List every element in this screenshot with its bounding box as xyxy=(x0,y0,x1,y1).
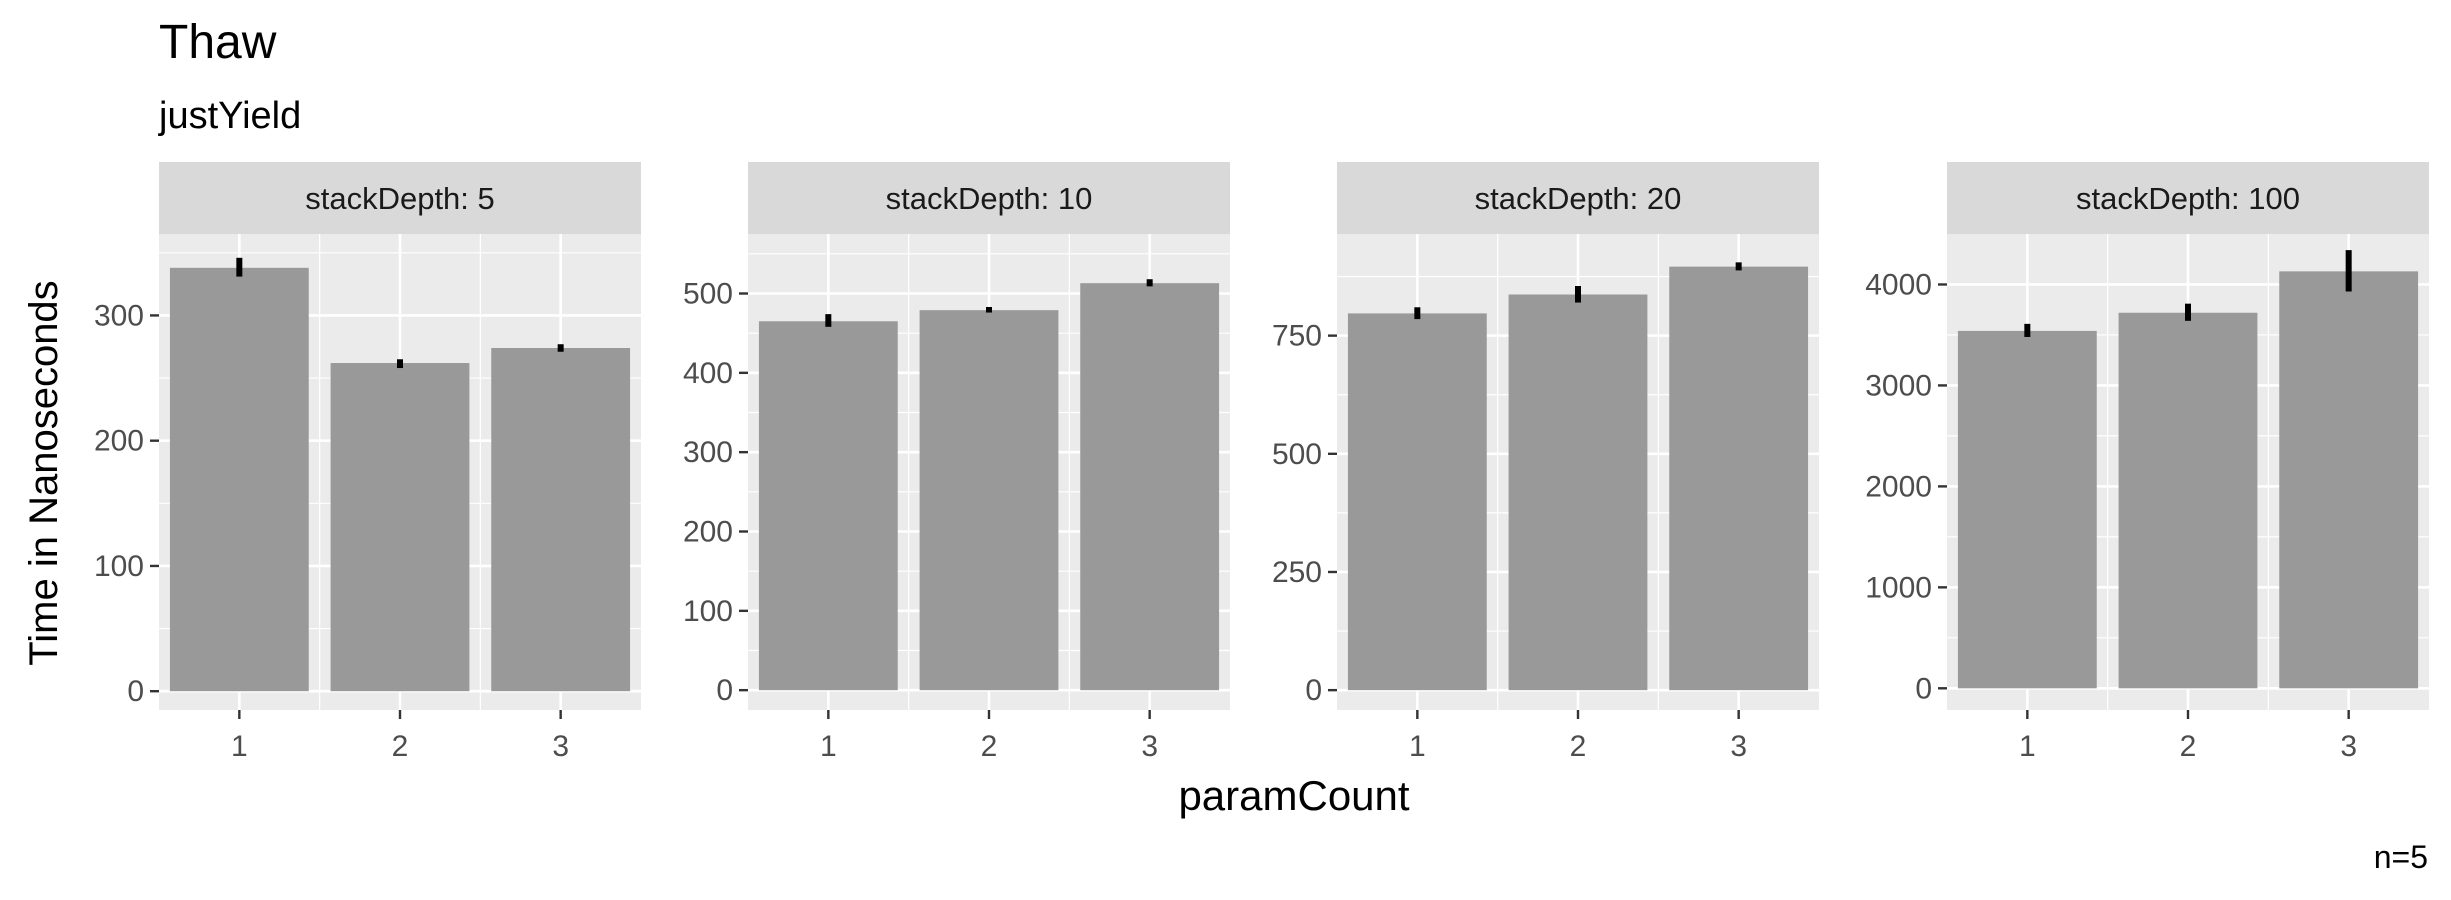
facet-strip-label: stackDepth: 20 xyxy=(1475,181,1682,216)
bar xyxy=(2279,271,2419,689)
x-tick-label: 1 xyxy=(231,730,248,763)
y-tick-label: 200 xyxy=(683,516,733,549)
facet-strip-label: stackDepth: 100 xyxy=(2076,181,2300,216)
x-tick-label: 3 xyxy=(1730,730,1747,763)
y-tick-label: 4000 xyxy=(1865,268,1932,301)
x-tick-label: 2 xyxy=(981,730,998,763)
facet-strip-label: stackDepth: 5 xyxy=(305,181,495,216)
y-tick-label: 500 xyxy=(1272,438,1322,471)
chart-title: Thaw xyxy=(159,16,277,69)
x-tick-label: 1 xyxy=(2019,730,2036,763)
chart-subtitle: justYield xyxy=(158,95,301,137)
y-axis-label: Time in Nanoseconds xyxy=(22,280,66,665)
y-tick-label: 2000 xyxy=(1865,470,1932,503)
bar xyxy=(169,267,309,692)
bar xyxy=(919,310,1059,691)
x-tick-label: 2 xyxy=(2180,730,2197,763)
bar xyxy=(758,321,898,691)
x-tick-label: 3 xyxy=(2340,730,2357,763)
facet-panel: stackDepth: 10 0 100 200 300 400 500 1 2 3 xyxy=(683,162,1230,763)
y-tick-label: 750 xyxy=(1272,320,1322,353)
facet-strip xyxy=(1947,162,2429,234)
y-tick-label: 3000 xyxy=(1865,369,1932,402)
y-tick-label: 250 xyxy=(1272,556,1322,589)
facet-strip-label: stackDepth: 10 xyxy=(886,181,1093,216)
facet-panel: stackDepth: 5 0 100 200 300 1 2 3 xyxy=(94,162,641,763)
facet-panel: stackDepth: 100 0 1000 2000 3000 4000 1 2 3 xyxy=(1865,162,2429,763)
y-tick-label: 0 xyxy=(1915,672,1932,705)
y-tick-label: 400 xyxy=(683,357,733,390)
x-tick-label: 1 xyxy=(1409,730,1426,763)
facet-strip xyxy=(748,162,1230,234)
facet-strip xyxy=(159,162,641,234)
bar xyxy=(1347,313,1487,691)
y-tick-label: 1000 xyxy=(1865,571,1932,604)
y-tick-label: 300 xyxy=(683,436,733,469)
caption: n=5 xyxy=(2374,839,2428,875)
bar xyxy=(1957,330,2097,689)
y-tick-label: 500 xyxy=(683,278,733,311)
bar xyxy=(491,347,631,692)
y-tick-label: 100 xyxy=(683,595,733,628)
y-tick-label: 300 xyxy=(94,299,144,332)
facet-panel: stackDepth: 20 0 250 500 750 1 2 3 xyxy=(1272,162,1819,763)
x-tick-label: 2 xyxy=(1570,730,1587,763)
y-tick-label: 200 xyxy=(94,425,144,458)
bar xyxy=(330,363,470,692)
bar xyxy=(1508,294,1648,691)
y-tick-label: 100 xyxy=(94,550,144,583)
x-tick-label: 3 xyxy=(1141,730,1158,763)
bar xyxy=(1669,266,1809,691)
bar xyxy=(1080,283,1220,691)
y-tick-label: 0 xyxy=(127,675,144,708)
y-tick-label: 0 xyxy=(1305,674,1322,707)
y-tick-label: 0 xyxy=(716,674,733,707)
facet-strip xyxy=(1337,162,1819,234)
x-tick-label: 3 xyxy=(552,730,569,763)
x-tick-label: 1 xyxy=(820,730,837,763)
x-axis-label: paramCount xyxy=(1178,772,1409,819)
bar xyxy=(2118,312,2258,689)
x-tick-label: 2 xyxy=(392,730,409,763)
